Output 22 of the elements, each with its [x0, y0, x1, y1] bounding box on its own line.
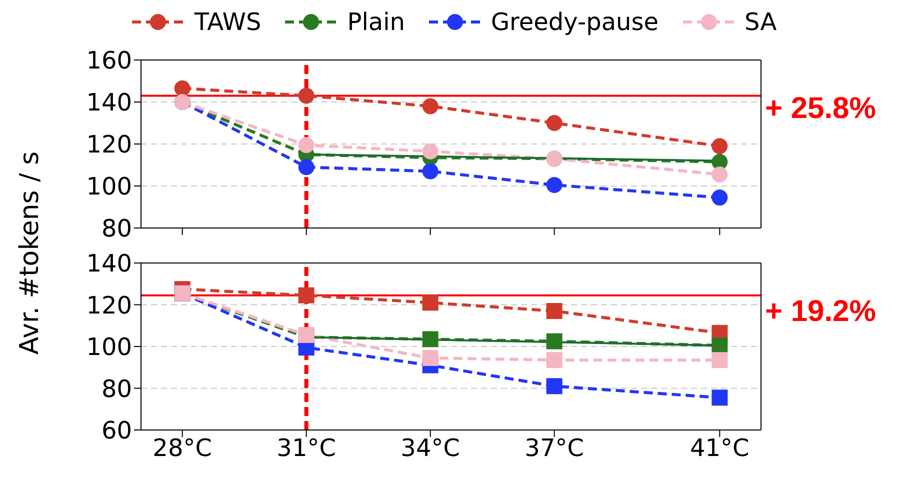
- y-tick-label: 100: [86, 333, 132, 362]
- x-tick-label: 41°C: [690, 434, 750, 462]
- y-tick-label: 120: [86, 130, 132, 159]
- y-tick-label: 100: [86, 172, 132, 201]
- y-tick-label: 140: [86, 250, 132, 278]
- y-axis-title: Avr. #tokens / s: [15, 151, 45, 355]
- legend-label: Plain: [347, 8, 405, 36]
- y-tick-label: 160: [86, 46, 132, 75]
- legend-label: SA: [744, 8, 777, 36]
- text: + 25.8%: [765, 92, 876, 126]
- y-tick-label: 140: [86, 88, 132, 117]
- x-tick-label: 31°C: [276, 434, 336, 462]
- x-tick-label: 34°C: [400, 434, 460, 462]
- x-tick-label: 28°C: [152, 434, 212, 462]
- y-tick-label: 60: [101, 416, 132, 445]
- y-tick-label: 120: [86, 291, 132, 320]
- legend-label: TAWS: [194, 8, 262, 36]
- y-tick-label: 80: [101, 374, 132, 403]
- y-tick-label: 80: [101, 214, 132, 243]
- legend-label: Greedy-pause: [490, 8, 659, 36]
- x-tick-label: 37°C: [524, 434, 584, 462]
- text: + 19.2%: [765, 295, 876, 329]
